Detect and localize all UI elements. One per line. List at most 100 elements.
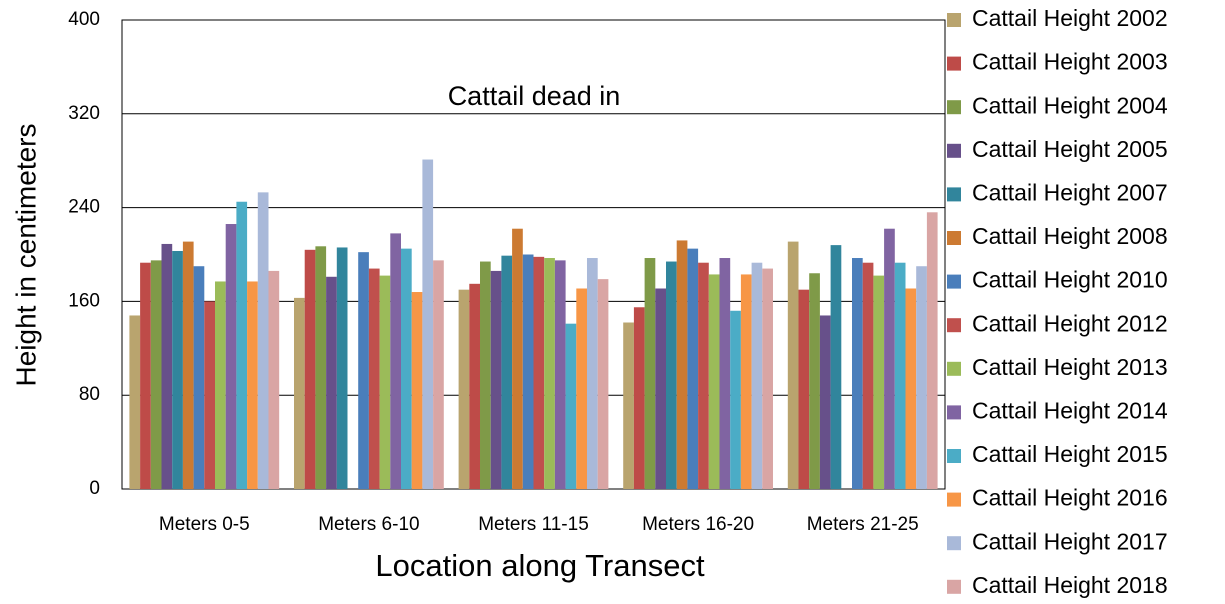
legend-label: Cattail Height 2004	[972, 92, 1168, 118]
bar	[315, 246, 326, 489]
bar	[129, 315, 140, 489]
bar	[501, 256, 512, 489]
y-tick-label: 240	[68, 197, 100, 218]
bar	[645, 258, 656, 489]
legend-swatch	[947, 318, 961, 332]
bar	[358, 252, 369, 489]
bar	[204, 301, 215, 489]
bar	[709, 274, 720, 489]
bar	[623, 323, 634, 489]
x-tick-label: Meters 0-5	[159, 514, 250, 535]
bar	[831, 245, 842, 489]
bar	[598, 279, 609, 489]
bar	[677, 240, 688, 489]
bar	[491, 271, 502, 489]
legend-swatch	[947, 100, 961, 114]
legend-swatch	[947, 362, 961, 376]
bar	[788, 242, 799, 489]
legend-label: Cattail Height 2003	[972, 49, 1168, 75]
legend-label: Cattail Height 2002	[972, 5, 1168, 31]
x-tick-label: Meters 16-20	[642, 514, 754, 535]
bar	[809, 273, 820, 489]
legend-label: Cattail Height 2010	[972, 267, 1168, 293]
x-axis-label: Location along Transect	[375, 548, 705, 583]
y-tick-label: 400	[68, 9, 100, 30]
bar	[258, 192, 269, 489]
bar	[512, 229, 523, 489]
bar	[719, 258, 730, 489]
bar	[587, 258, 598, 489]
bar	[469, 284, 480, 489]
bar	[905, 289, 916, 489]
legend-swatch	[947, 231, 961, 245]
bar	[799, 290, 810, 489]
y-axis-label: Height in centimeters	[10, 123, 41, 386]
bar	[544, 258, 555, 489]
bar	[566, 324, 577, 489]
bar	[884, 229, 895, 489]
annotation: Cattail dead in	[448, 81, 621, 111]
bar	[852, 258, 863, 489]
legend-swatch	[947, 493, 961, 507]
legend-label: Cattail Height 2007	[972, 179, 1168, 205]
bar	[634, 307, 645, 489]
bar	[916, 266, 927, 489]
legend-label: Cattail Height 2015	[972, 441, 1168, 467]
bar	[534, 257, 545, 489]
bar	[294, 298, 305, 489]
bar	[523, 255, 534, 490]
y-tick-label: 160	[68, 290, 100, 311]
legend-label: Cattail Height 2017	[972, 528, 1168, 554]
legend-swatch	[947, 449, 961, 463]
bar	[412, 292, 423, 489]
bar	[401, 249, 412, 489]
y-tick-label: 320	[68, 103, 100, 124]
legend-swatch	[947, 275, 961, 289]
legend-label: Cattail Height 2013	[972, 354, 1168, 380]
bar	[422, 160, 433, 489]
bar	[730, 311, 741, 489]
chart: Cattail dead in Location along Transect …	[0, 0, 1225, 599]
bar	[162, 244, 173, 489]
bar	[687, 249, 698, 489]
bar	[215, 281, 226, 489]
bar	[698, 263, 709, 489]
bar	[927, 212, 938, 489]
legend-swatch	[947, 13, 961, 27]
bar	[666, 262, 677, 489]
bar	[895, 263, 906, 489]
bar	[236, 202, 247, 489]
legend-label: Cattail Height 2012	[972, 310, 1168, 336]
legend-label: Cattail Height 2008	[972, 223, 1168, 249]
y-tick-label: 80	[79, 384, 100, 405]
bar	[194, 266, 205, 489]
bar	[576, 289, 587, 489]
bar	[433, 260, 444, 489]
bar	[326, 277, 337, 489]
legend-swatch	[947, 57, 961, 71]
bar	[226, 224, 237, 489]
bar	[873, 276, 884, 489]
bar	[555, 260, 566, 489]
bar	[140, 263, 151, 489]
bar	[390, 233, 401, 489]
bar	[151, 260, 162, 489]
y-tick-label: 0	[89, 478, 100, 499]
legend-swatch	[947, 187, 961, 201]
x-tick-label: Meters 11-15	[478, 514, 589, 535]
bar	[762, 269, 773, 489]
legend-swatch	[947, 536, 961, 550]
x-tick-label: Meters 6-10	[318, 514, 419, 535]
bar	[305, 250, 316, 489]
bar	[863, 263, 874, 489]
bar	[655, 289, 666, 489]
bar	[172, 251, 183, 489]
bar	[380, 276, 391, 489]
bar	[741, 274, 752, 489]
bar	[268, 271, 279, 489]
bar	[183, 242, 194, 489]
legend-label: Cattail Height 2005	[972, 136, 1168, 162]
x-tick-label: Meters 21-25	[807, 514, 919, 535]
bar	[247, 281, 258, 489]
legend-swatch	[947, 580, 961, 594]
